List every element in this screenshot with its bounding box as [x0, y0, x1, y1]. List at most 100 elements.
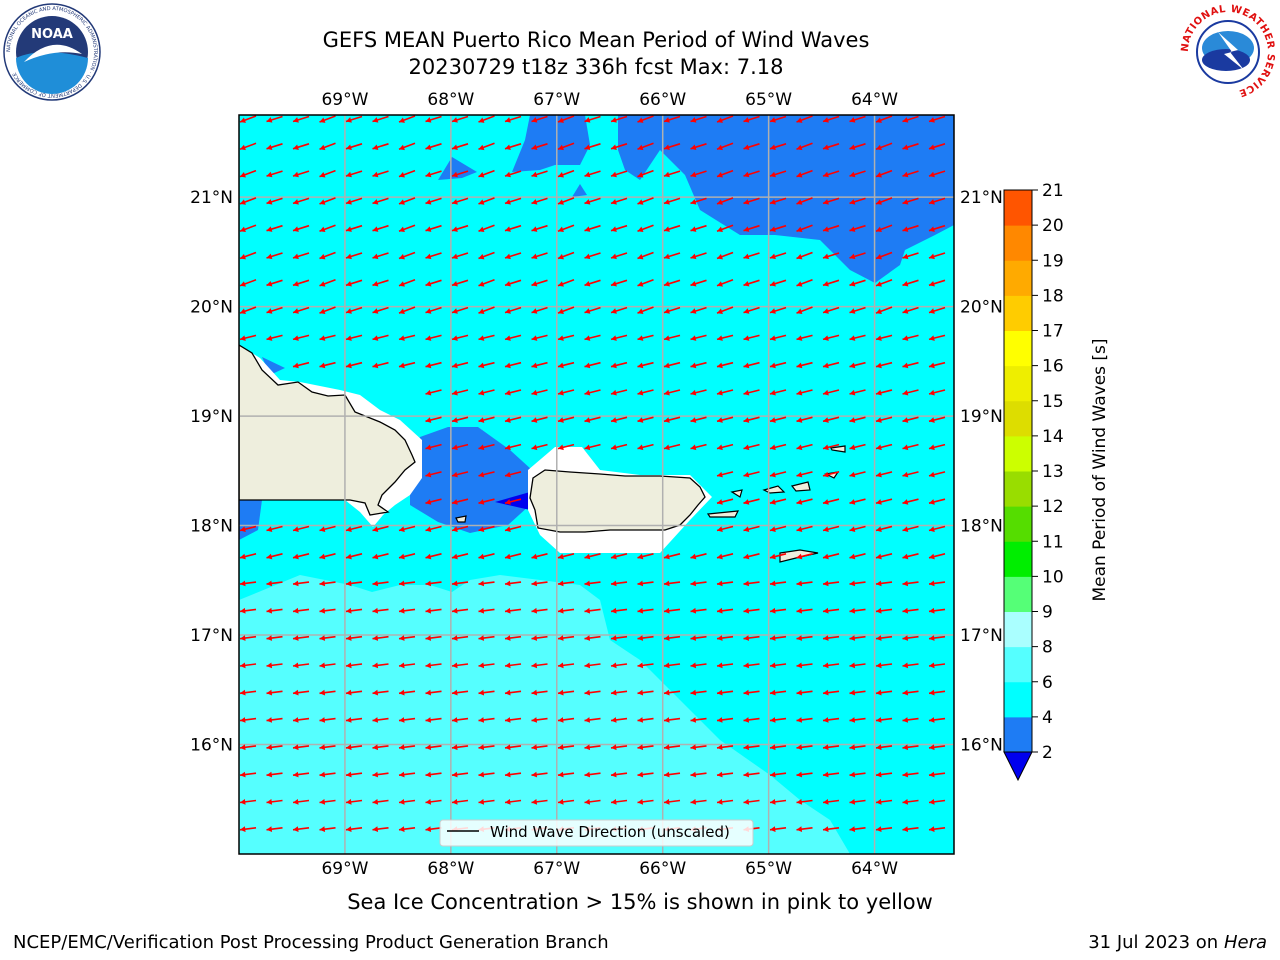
wind-arrow-head — [531, 607, 538, 614]
wind-arrow-head — [929, 771, 935, 778]
colorbar-label: Mean Period of Wind Waves [s] — [1090, 338, 1110, 601]
wind-arrow-head — [690, 771, 697, 778]
wind-arrow-head — [849, 526, 856, 533]
wind-arrow-head — [558, 635, 564, 641]
wind-arrow-head — [558, 362, 564, 369]
wind-arrow-head — [664, 607, 670, 614]
colorbar-tick-label: 19 — [1042, 251, 1064, 271]
wind-arrow-head — [849, 771, 856, 778]
wind-arrow-head — [743, 308, 750, 314]
wind-arrow-head — [717, 771, 723, 778]
chart-subtitle: 20230729 t18z 336h fcst Max: 7.18 — [408, 55, 784, 79]
wind-arrow-head — [372, 253, 379, 260]
wind-arrow-head — [584, 771, 591, 778]
wind-arrow-head — [531, 144, 538, 150]
wind-arrow-head — [611, 580, 617, 587]
wind-arrow-head — [266, 199, 273, 205]
wind-arrow-head — [399, 253, 405, 260]
wind-arrow-head — [319, 744, 326, 751]
wind-arrow-head — [690, 362, 697, 369]
colorbar-tick-label: 8 — [1042, 638, 1053, 658]
wind-arrow-head — [876, 662, 882, 669]
wind-arrow-head — [637, 253, 644, 260]
latitude-label: 16°N — [960, 736, 1003, 756]
wind-arrow-head — [293, 580, 299, 587]
wind-arrow-head — [717, 499, 723, 505]
wind-arrow-head — [240, 226, 246, 233]
wind-arrow-head — [425, 471, 432, 478]
wind-arrow-head — [266, 553, 273, 560]
wind-arrow-head — [452, 499, 458, 505]
wind-arrow-head — [717, 471, 723, 478]
wind-arrow-head — [372, 553, 379, 560]
wind-arrow-head — [823, 280, 829, 287]
wind-arrow-head — [425, 308, 432, 314]
wind-arrow-head — [584, 689, 591, 696]
colorbar-tick-label: 15 — [1042, 392, 1064, 412]
wind-arrow-head — [293, 362, 299, 369]
wind-arrow-head — [584, 553, 591, 560]
wind-arrow-head — [319, 117, 326, 123]
wind-arrow-head — [240, 635, 246, 641]
wind-arrow-head — [293, 253, 299, 260]
wind-arrow-head — [584, 389, 591, 396]
wind-arrow-head — [876, 281, 882, 287]
wind-arrow-head — [717, 362, 723, 369]
wind-arrow-head — [929, 607, 935, 614]
wind-arrow-head — [611, 280, 617, 287]
footer-date-text: 31 Jul 2023 on — [1088, 932, 1224, 953]
wind-arrow-head — [717, 172, 723, 178]
wind-arrow-head — [319, 226, 326, 233]
wind-arrow-head — [452, 253, 458, 260]
wind-arrow-head — [399, 689, 405, 696]
wind-arrow-head — [902, 253, 909, 260]
wind-arrow-head — [690, 717, 697, 723]
wind-arrow-head — [240, 526, 246, 533]
wind-arrow-head — [478, 607, 485, 614]
wind-arrow-head — [266, 526, 273, 533]
wind-arrow-head — [240, 798, 246, 805]
wind-arrow-head — [637, 553, 644, 560]
wind-arrow-head — [584, 199, 591, 205]
wind-arrow-head — [584, 362, 591, 369]
wind-arrow-head — [664, 417, 670, 423]
wind-arrow-head — [531, 635, 538, 641]
wind-arrow-head — [796, 635, 803, 641]
wind-arrow-head — [425, 635, 432, 641]
wind-arrow-head — [611, 553, 617, 560]
wind-arrow-head — [611, 798, 617, 805]
footer-machine: Hera — [1223, 932, 1267, 953]
wind-arrow-head — [770, 253, 776, 260]
wind-arrow-head — [690, 798, 697, 805]
wind-arrow-head — [637, 389, 644, 396]
wind-arrow-head — [319, 798, 326, 805]
wind-arrow-head — [717, 689, 723, 696]
wind-arrow-head — [531, 335, 538, 341]
svg-text:NOAA: NOAA — [31, 27, 73, 42]
wind-arrow-head — [876, 826, 882, 833]
wind-arrow-head — [929, 199, 935, 205]
wind-arrow-head — [399, 199, 405, 205]
wind-arrow-head — [664, 635, 670, 641]
wind-arrow-head — [796, 798, 803, 805]
wind-arrow-head — [584, 144, 591, 150]
wind-arrow-head — [399, 771, 405, 778]
wind-arrow-head — [876, 553, 882, 560]
wind-arrow-head — [929, 117, 935, 123]
wind-arrow-head — [531, 689, 538, 696]
wind-arrow-head — [293, 826, 299, 833]
wind-arrow-head — [346, 335, 352, 341]
wind-arrow-head — [743, 117, 750, 123]
wind-arrow-head — [849, 662, 856, 669]
wind-arrow-head — [266, 117, 273, 123]
wind-arrow-head — [399, 635, 405, 641]
wind-arrow-head — [664, 689, 670, 696]
wind-arrow-head — [372, 635, 379, 641]
wind-arrow-head — [240, 281, 246, 287]
wind-arrow-head — [876, 144, 882, 151]
wind-arrow-head — [849, 199, 856, 205]
wind-arrow-head — [902, 662, 909, 669]
wind-arrow-head — [902, 335, 909, 341]
wind-arrow-head — [319, 771, 326, 778]
wind-arrow-head — [478, 335, 485, 341]
